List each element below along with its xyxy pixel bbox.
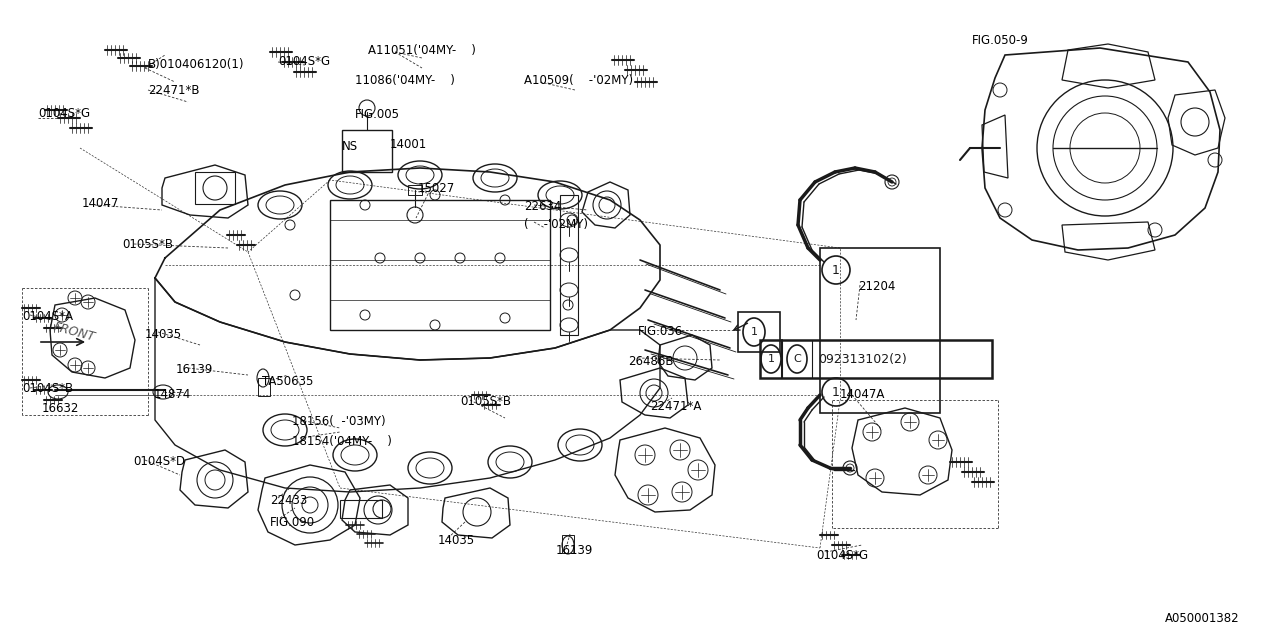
Bar [739,312,780,352]
Text: 26486B: 26486B [628,355,673,368]
Bar [820,248,940,413]
Bar [340,500,381,518]
Text: 14047: 14047 [82,197,119,210]
Bar [259,378,270,396]
Text: 0104S*G: 0104S*G [278,55,330,68]
Text: 092313102(2): 092313102(2) [818,353,906,365]
Bar [408,185,422,195]
Text: 16632: 16632 [42,402,79,415]
Text: 21204: 21204 [858,280,896,293]
Text: 0104S*B: 0104S*B [22,382,73,395]
Text: FRONT: FRONT [52,320,97,344]
Text: 18156(  -'03MY): 18156( -'03MY) [292,415,385,428]
Text: 0105S*B: 0105S*B [122,238,173,251]
Text: 0104S*G: 0104S*G [817,549,868,562]
Text: FIG.036: FIG.036 [637,325,684,338]
Text: 11086('04MY-    ): 11086('04MY- ) [355,74,454,87]
Text: A050001382: A050001382 [1165,612,1240,625]
Text: 22471*B: 22471*B [148,84,200,97]
Text: 0105S*B: 0105S*B [460,395,511,408]
Text: 18154('04MY-    ): 18154('04MY- ) [292,435,392,448]
Text: 14035: 14035 [438,534,475,547]
Text: FIG.090: FIG.090 [270,516,315,529]
Text: FIG.050-9: FIG.050-9 [972,34,1029,47]
Bar [195,172,236,204]
Text: 0104S*D: 0104S*D [133,455,186,468]
Text: TA50635: TA50635 [262,375,314,388]
Bar [330,200,550,330]
Text: C: C [794,354,801,364]
Text: 22433: 22433 [270,494,307,507]
Text: 15027: 15027 [419,182,456,195]
Text: 0104S*G: 0104S*G [38,107,90,120]
Text: 1: 1 [832,264,840,276]
Text: 22634: 22634 [524,200,562,213]
Text: 14001: 14001 [390,138,428,151]
Text: 14035: 14035 [145,328,182,341]
Bar [342,130,392,172]
Text: A10509(    -'02MY): A10509( -'02MY) [524,74,634,87]
Text: 1: 1 [750,327,758,337]
Text: NS: NS [342,140,358,153]
Text: 16139: 16139 [556,544,594,557]
Text: A11051('04MY-    ): A11051('04MY- ) [369,44,476,57]
Bar [760,340,992,378]
Text: B)010406120(1): B)010406120(1) [148,58,244,71]
Text: 1: 1 [768,354,774,364]
Text: 16139: 16139 [177,363,214,376]
Text: 22471*A: 22471*A [650,400,701,413]
Text: FIG.005: FIG.005 [355,108,399,121]
Bar [562,535,573,553]
Bar [561,195,579,335]
Text: 14047A: 14047A [840,388,886,401]
Text: 0104S*A: 0104S*A [22,310,73,323]
Text: 1: 1 [832,385,840,399]
Text: 14874: 14874 [154,388,192,401]
Text: (    -'02MY): ( -'02MY) [524,218,588,231]
